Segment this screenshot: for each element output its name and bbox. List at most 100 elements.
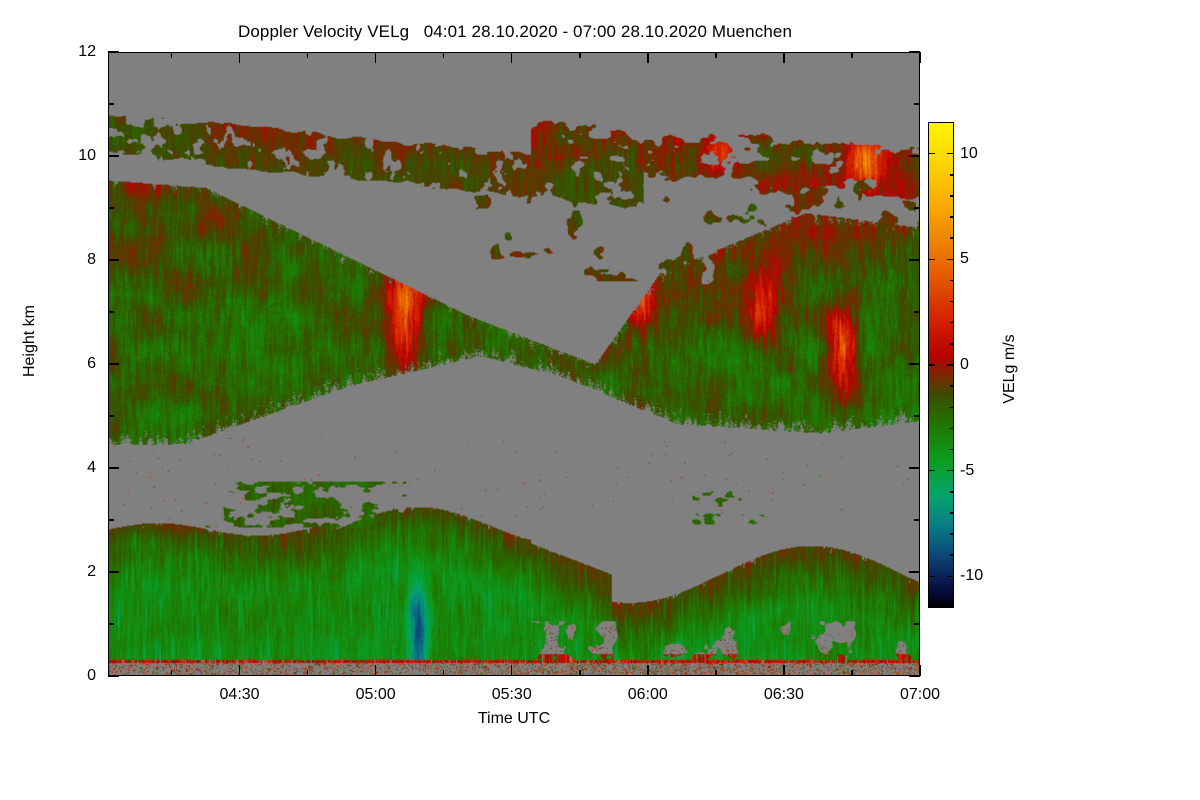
y-tick-minor <box>914 103 920 105</box>
colorbar-tick-label: -10 <box>960 567 984 585</box>
x-tick-minor <box>715 52 717 58</box>
colorbar-tick-minor <box>950 300 954 303</box>
x-tick-major <box>647 665 649 676</box>
colorbar-tick-minor <box>950 237 954 239</box>
y-tick-major <box>909 259 920 261</box>
colorbar-tick <box>947 364 954 366</box>
colorbar-tick-minor <box>950 174 954 176</box>
y-tick-label: 10 <box>78 147 96 164</box>
x-tick-minor <box>306 52 309 58</box>
colorbar-tick-label: 0 <box>960 356 969 373</box>
y-tick-label: 6 <box>87 355 96 372</box>
colorbar-tick <box>928 469 935 472</box>
y-tick-major <box>108 571 119 573</box>
y-tick-major <box>108 467 119 469</box>
colorbar-tick-minor <box>950 216 954 218</box>
x-tick-major <box>374 665 377 676</box>
x-tick-major <box>783 52 785 63</box>
x-tick-label: 06:00 <box>627 686 668 703</box>
colorbar-tick-minor <box>950 279 954 282</box>
colorbar-tick-minor <box>950 533 954 535</box>
y-tick-major <box>108 51 119 53</box>
colorbar-tick-minor <box>950 343 954 345</box>
y-tick-minor <box>914 623 920 625</box>
colorbar-tick-minor <box>950 195 954 197</box>
x-tick-major <box>238 52 241 63</box>
x-tick-minor <box>442 52 445 58</box>
y-axis-tick-labels: 0 2 4 6 8 10 12 <box>66 0 96 800</box>
x-tick-major <box>919 665 921 676</box>
y-tick-minor <box>108 103 114 105</box>
y-tick-major <box>108 675 119 677</box>
colorbar-tick-minor <box>950 554 954 556</box>
y-tick-minor <box>108 311 114 313</box>
x-tick-minor <box>851 52 853 58</box>
y-axis-title: Height km <box>21 304 38 378</box>
x-tick-major <box>783 665 785 676</box>
colorbar-tick <box>947 469 954 472</box>
x-tick-major <box>238 665 241 676</box>
y-tick-major <box>909 51 920 53</box>
y-tick-major <box>909 675 920 677</box>
y-tick-label: 2 <box>87 563 96 580</box>
y-tick-major <box>108 259 119 261</box>
x-tick-label: 07:00 <box>899 686 941 703</box>
colorbar-title: VELg m/s <box>1001 334 1018 404</box>
x-tick-minor <box>715 670 717 676</box>
colorbar-tick <box>947 258 954 261</box>
colorbar-tick <box>928 258 935 261</box>
y-tick-minor <box>914 207 920 209</box>
y-tick-label: 8 <box>87 251 96 268</box>
y-tick-major <box>909 571 920 573</box>
y-tick-label: 4 <box>87 459 96 476</box>
x-tick-label: 05:30 <box>491 686 532 703</box>
x-axis-title: Time UTC <box>477 710 551 727</box>
colorbar-tick-minor <box>950 427 954 430</box>
colorbar-tick-label: 5 <box>960 250 969 268</box>
x-tick-label: 04:30 <box>219 686 260 703</box>
colorbar-tick-minor <box>950 448 954 451</box>
colorbar-tick <box>947 152 954 155</box>
y-tick-minor <box>914 415 920 417</box>
y-tick-label: 0 <box>87 667 96 684</box>
plot-area <box>108 52 920 676</box>
y-tick-minor <box>914 519 920 521</box>
x-tick-minor <box>851 670 853 676</box>
colorbar-tick <box>947 575 954 578</box>
colorbar-tick <box>928 152 935 155</box>
colorbar-tick-minor <box>950 321 954 324</box>
y-tick-minor <box>108 207 114 209</box>
x-tick-major <box>510 665 513 676</box>
x-tick-minor <box>579 670 581 676</box>
x-tick-minor <box>579 52 581 58</box>
x-tick-major <box>510 52 513 63</box>
y-tick-major <box>909 467 920 469</box>
x-tick-major <box>919 52 921 63</box>
colorbar-tick-label: 10 <box>960 144 978 162</box>
x-tick-minor <box>170 52 173 58</box>
colorbar-tick-minor <box>950 385 954 387</box>
y-tick-major <box>909 155 920 157</box>
colorbar-tick <box>928 575 935 578</box>
x-tick-minor <box>170 670 173 676</box>
y-tick-minor <box>108 519 114 521</box>
x-tick-minor <box>442 670 445 676</box>
y-tick-minor <box>108 415 114 417</box>
doppler-velocity-heatmap <box>109 53 919 675</box>
y-tick-major <box>909 363 920 365</box>
x-tick-label: 05:00 <box>355 686 396 703</box>
colorbar-tick-minor <box>950 491 954 493</box>
x-tick-major <box>374 52 377 63</box>
x-tick-minor <box>306 670 309 676</box>
y-tick-major <box>108 155 119 157</box>
y-tick-minor <box>108 623 114 625</box>
y-tick-minor <box>914 311 920 313</box>
y-tick-major <box>108 363 119 365</box>
colorbar-tick-minor <box>950 406 954 408</box>
y-tick-label: 12 <box>78 43 96 60</box>
colorbar-tick <box>928 364 935 366</box>
x-tick-major <box>647 52 649 63</box>
colorbar-tick-label: -5 <box>960 461 975 479</box>
chart-title: Doppler Velocity VELg 04:01 28.10.2020 -… <box>237 22 793 41</box>
